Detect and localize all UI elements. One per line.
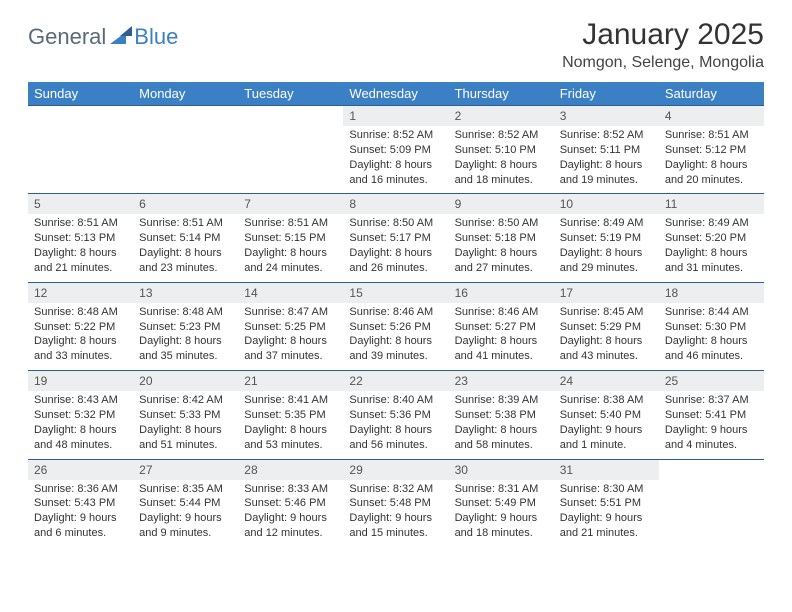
day-content-row: Sunrise: 8:51 AMSunset: 5:13 PMDaylight:… (28, 214, 764, 282)
day-number-cell: 18 (659, 282, 764, 303)
day-content-cell: Sunrise: 8:51 AMSunset: 5:14 PMDaylight:… (133, 214, 238, 282)
logo-text-blue: Blue (134, 24, 178, 50)
day-number-cell: 26 (28, 459, 133, 480)
day-content-row: Sunrise: 8:48 AMSunset: 5:22 PMDaylight:… (28, 303, 764, 371)
day-number-cell: 19 (28, 371, 133, 392)
day-content-cell: Sunrise: 8:37 AMSunset: 5:41 PMDaylight:… (659, 391, 764, 459)
day-number-cell: 4 (659, 106, 764, 127)
day-content-cell: Sunrise: 8:46 AMSunset: 5:27 PMDaylight:… (449, 303, 554, 371)
day-content-cell: Sunrise: 8:50 AMSunset: 5:18 PMDaylight:… (449, 214, 554, 282)
location-subtitle: Nomgon, Selenge, Mongolia (562, 54, 764, 72)
day-number-cell: 9 (449, 194, 554, 215)
day-number-row: 1234 (28, 106, 764, 127)
day-content-cell: Sunrise: 8:51 AMSunset: 5:13 PMDaylight:… (28, 214, 133, 282)
weekday-header: Saturday (659, 82, 764, 106)
day-content-cell: Sunrise: 8:46 AMSunset: 5:26 PMDaylight:… (343, 303, 448, 371)
day-number-cell: 7 (238, 194, 343, 215)
day-content-cell: Sunrise: 8:30 AMSunset: 5:51 PMDaylight:… (554, 480, 659, 547)
day-content-cell: Sunrise: 8:31 AMSunset: 5:49 PMDaylight:… (449, 480, 554, 547)
day-number-row: 19202122232425 (28, 371, 764, 392)
day-number-cell: 23 (449, 371, 554, 392)
weekday-header: Sunday (28, 82, 133, 106)
header: General Blue January 2025 Nomgon, Seleng… (28, 18, 764, 72)
day-content-cell: Sunrise: 8:45 AMSunset: 5:29 PMDaylight:… (554, 303, 659, 371)
day-number-cell: 30 (449, 459, 554, 480)
day-content-cell: Sunrise: 8:43 AMSunset: 5:32 PMDaylight:… (28, 391, 133, 459)
day-number-cell: 31 (554, 459, 659, 480)
weekday-header: Tuesday (238, 82, 343, 106)
day-content-cell: Sunrise: 8:51 AMSunset: 5:12 PMDaylight:… (659, 126, 764, 194)
weekday-header: Monday (133, 82, 238, 106)
day-number-cell: 10 (554, 194, 659, 215)
day-number-cell: 11 (659, 194, 764, 215)
day-content-cell: Sunrise: 8:50 AMSunset: 5:17 PMDaylight:… (343, 214, 448, 282)
day-number-cell: 6 (133, 194, 238, 215)
day-content-row: Sunrise: 8:43 AMSunset: 5:32 PMDaylight:… (28, 391, 764, 459)
day-content-cell: Sunrise: 8:38 AMSunset: 5:40 PMDaylight:… (554, 391, 659, 459)
day-number-cell (238, 106, 343, 127)
day-content-cell: Sunrise: 8:52 AMSunset: 5:10 PMDaylight:… (449, 126, 554, 194)
day-number-cell: 17 (554, 282, 659, 303)
day-content-cell (659, 480, 764, 547)
day-number-cell: 14 (238, 282, 343, 303)
day-content-cell (28, 126, 133, 194)
day-content-cell: Sunrise: 8:48 AMSunset: 5:23 PMDaylight:… (133, 303, 238, 371)
day-number-cell: 1 (343, 106, 448, 127)
day-content-row: Sunrise: 8:36 AMSunset: 5:43 PMDaylight:… (28, 480, 764, 547)
day-number-row: 262728293031 (28, 459, 764, 480)
day-content-cell: Sunrise: 8:52 AMSunset: 5:09 PMDaylight:… (343, 126, 448, 194)
day-content-cell: Sunrise: 8:49 AMSunset: 5:19 PMDaylight:… (554, 214, 659, 282)
day-number-cell: 5 (28, 194, 133, 215)
day-content-cell: Sunrise: 8:42 AMSunset: 5:33 PMDaylight:… (133, 391, 238, 459)
day-content-cell (133, 126, 238, 194)
calendar-body: 1234 Sunrise: 8:52 AMSunset: 5:09 PMDayl… (28, 106, 764, 547)
day-content-cell: Sunrise: 8:33 AMSunset: 5:46 PMDaylight:… (238, 480, 343, 547)
day-content-cell: Sunrise: 8:39 AMSunset: 5:38 PMDaylight:… (449, 391, 554, 459)
day-content-row: Sunrise: 8:52 AMSunset: 5:09 PMDaylight:… (28, 126, 764, 194)
day-number-cell (28, 106, 133, 127)
day-number-cell: 22 (343, 371, 448, 392)
day-number-cell: 29 (343, 459, 448, 480)
weekday-header: Thursday (449, 82, 554, 106)
month-title: January 2025 (562, 18, 764, 52)
logo: General Blue (28, 24, 178, 50)
day-content-cell: Sunrise: 8:44 AMSunset: 5:30 PMDaylight:… (659, 303, 764, 371)
day-content-cell: Sunrise: 8:52 AMSunset: 5:11 PMDaylight:… (554, 126, 659, 194)
day-content-cell: Sunrise: 8:32 AMSunset: 5:48 PMDaylight:… (343, 480, 448, 547)
day-number-cell (659, 459, 764, 480)
day-number-cell (133, 106, 238, 127)
logo-mark-icon (110, 26, 132, 49)
day-number-cell: 16 (449, 282, 554, 303)
day-content-cell: Sunrise: 8:36 AMSunset: 5:43 PMDaylight:… (28, 480, 133, 547)
day-content-cell: Sunrise: 8:47 AMSunset: 5:25 PMDaylight:… (238, 303, 343, 371)
day-number-row: 12131415161718 (28, 282, 764, 303)
day-content-cell: Sunrise: 8:49 AMSunset: 5:20 PMDaylight:… (659, 214, 764, 282)
day-number-row: 567891011 (28, 194, 764, 215)
day-content-cell: Sunrise: 8:40 AMSunset: 5:36 PMDaylight:… (343, 391, 448, 459)
day-number-cell: 24 (554, 371, 659, 392)
day-number-cell: 15 (343, 282, 448, 303)
day-number-cell: 20 (133, 371, 238, 392)
day-content-cell (238, 126, 343, 194)
day-number-cell: 25 (659, 371, 764, 392)
day-number-cell: 12 (28, 282, 133, 303)
logo-text-general: General (28, 24, 106, 50)
day-number-cell: 13 (133, 282, 238, 303)
day-content-cell: Sunrise: 8:35 AMSunset: 5:44 PMDaylight:… (133, 480, 238, 547)
day-content-cell: Sunrise: 8:51 AMSunset: 5:15 PMDaylight:… (238, 214, 343, 282)
title-block: January 2025 Nomgon, Selenge, Mongolia (562, 18, 764, 72)
weekday-header: Wednesday (343, 82, 448, 106)
day-content-cell: Sunrise: 8:41 AMSunset: 5:35 PMDaylight:… (238, 391, 343, 459)
day-content-cell: Sunrise: 8:48 AMSunset: 5:22 PMDaylight:… (28, 303, 133, 371)
day-number-cell: 8 (343, 194, 448, 215)
calendar-table: SundayMondayTuesdayWednesdayThursdayFrid… (28, 82, 764, 547)
day-number-cell: 2 (449, 106, 554, 127)
weekday-header: Friday (554, 82, 659, 106)
day-number-cell: 21 (238, 371, 343, 392)
weekday-header-row: SundayMondayTuesdayWednesdayThursdayFrid… (28, 82, 764, 106)
day-number-cell: 28 (238, 459, 343, 480)
day-number-cell: 3 (554, 106, 659, 127)
day-number-cell: 27 (133, 459, 238, 480)
